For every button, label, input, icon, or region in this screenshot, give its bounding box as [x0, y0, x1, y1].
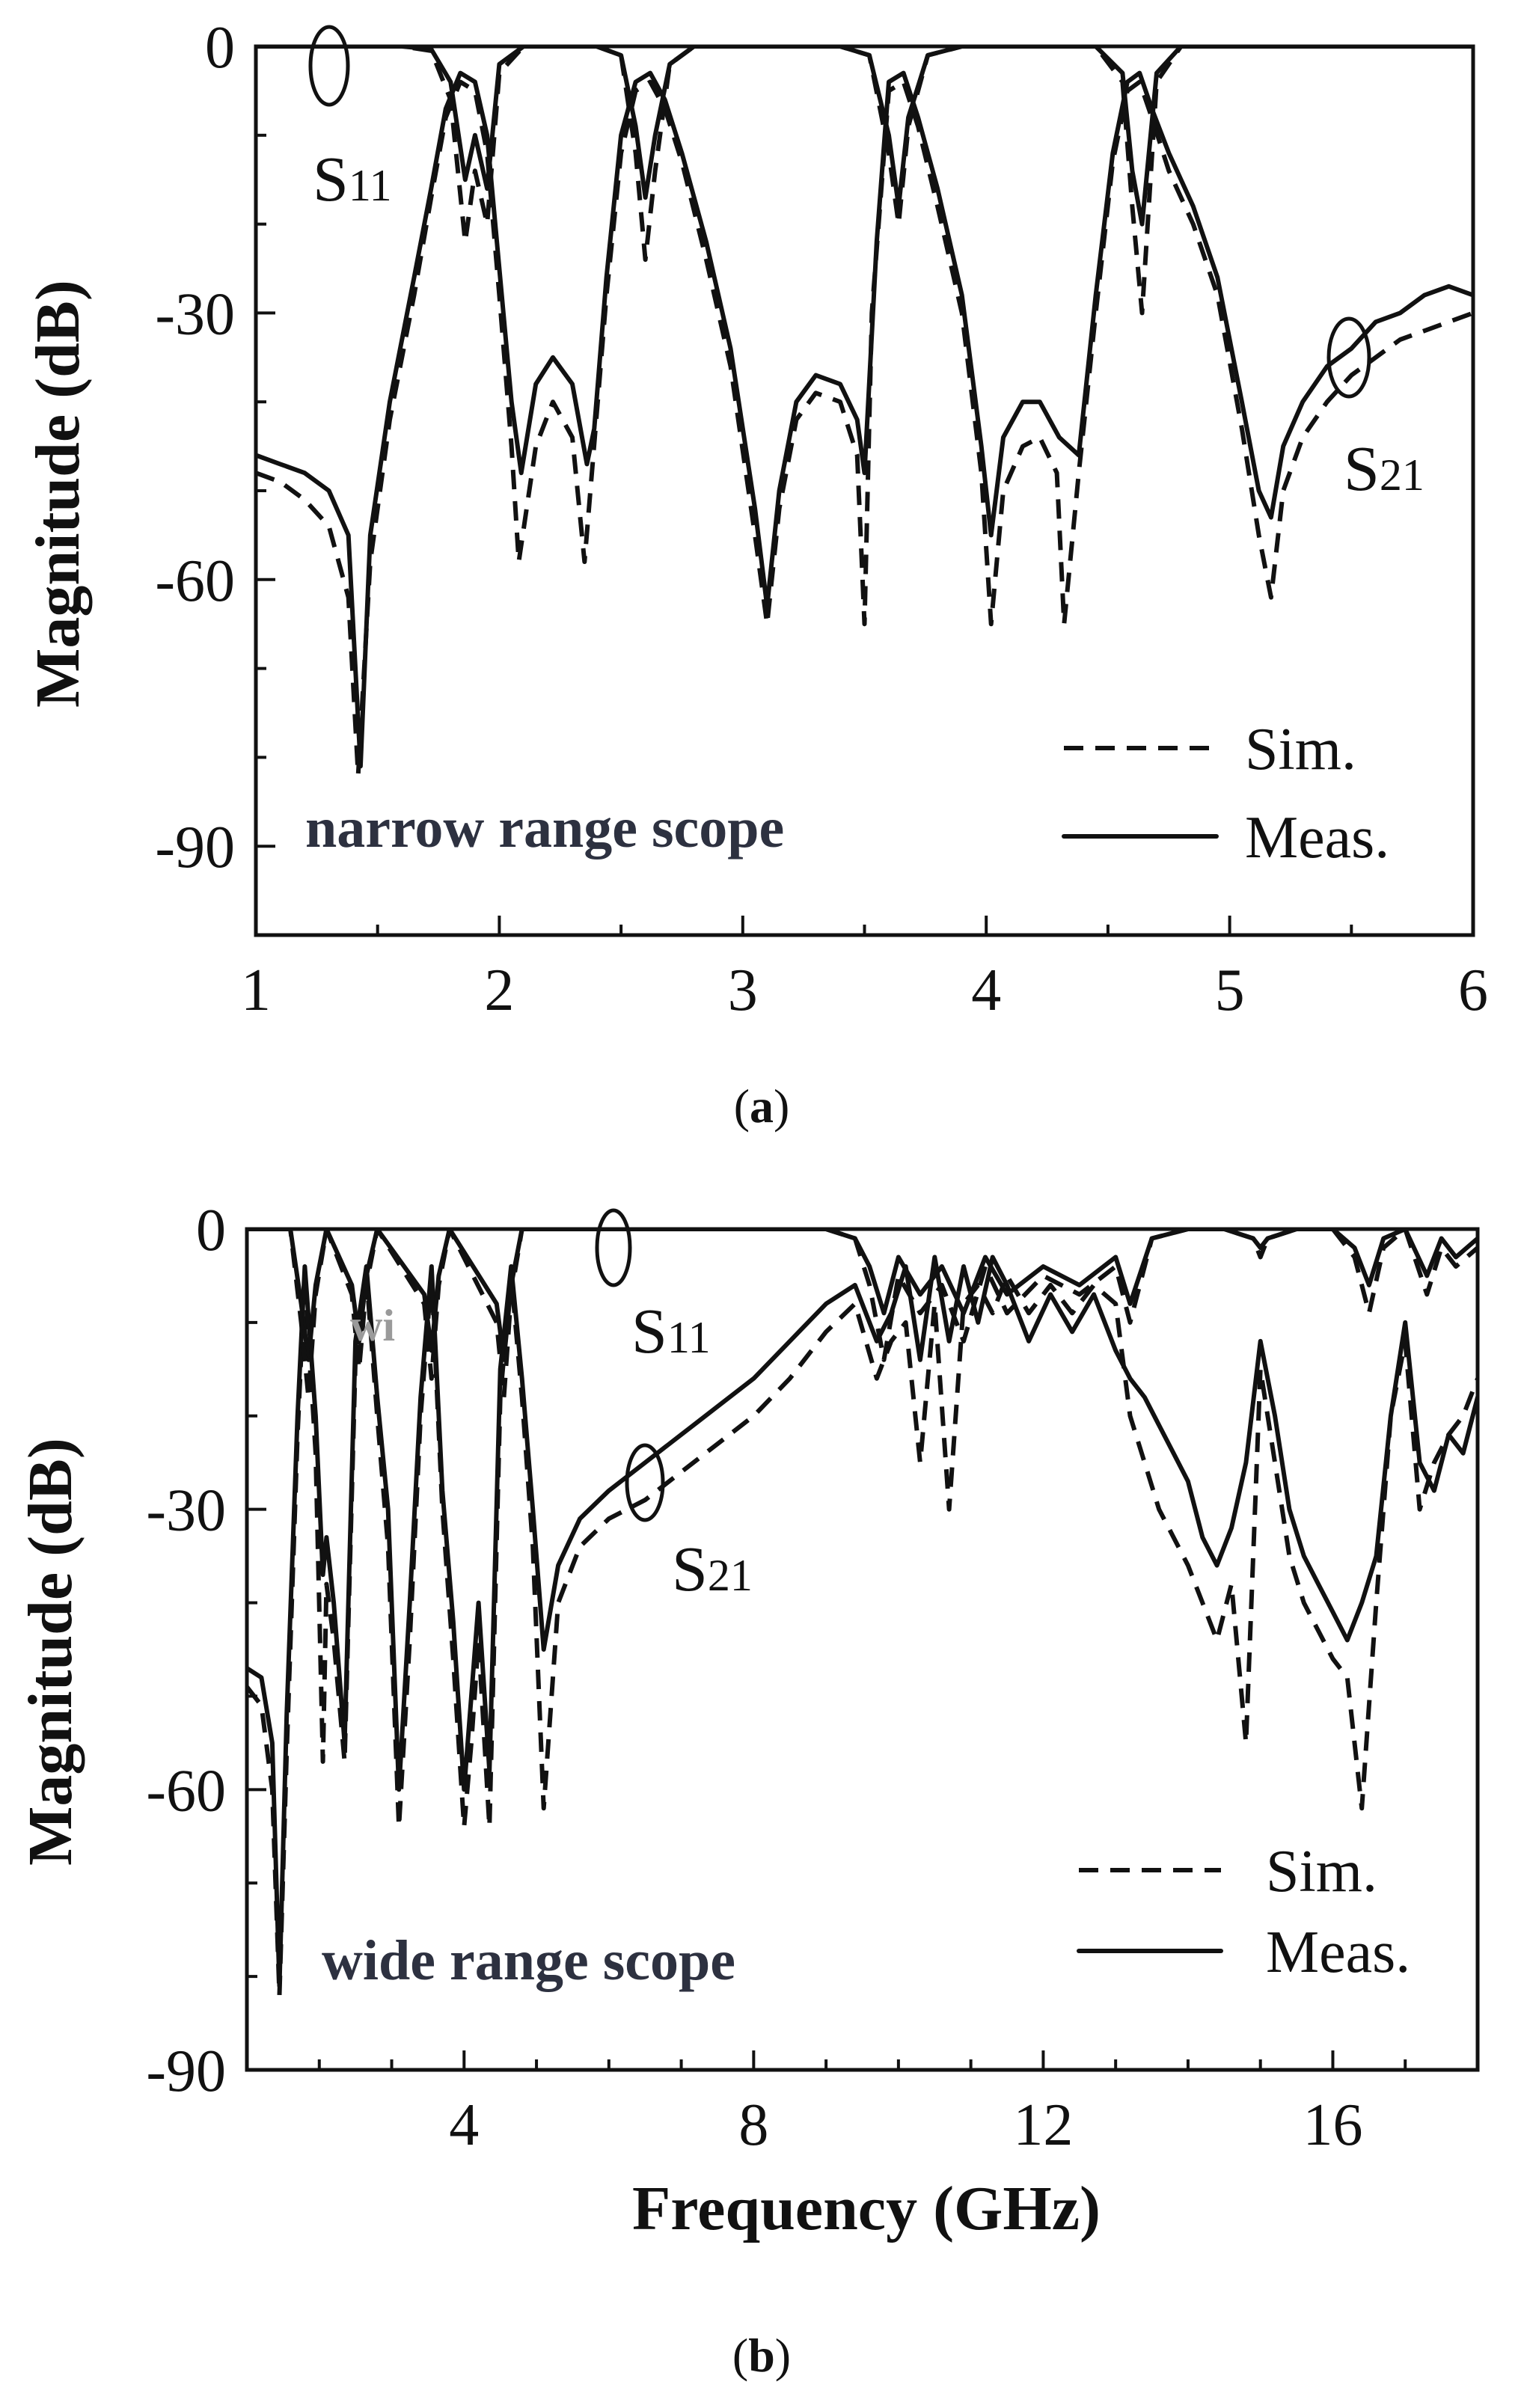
panel-b-chart: Magnitude (dB) Frequency (GHz) 4 8 12 16 0 -3…: [16, 1198, 1480, 2382]
panel-b-s21-marker: [625, 1443, 665, 1522]
panel-a-x-tick-label: 3: [728, 958, 758, 1023]
panel-b-ticks: 4 8 12 16 0 -30 -60 -90: [146, 1198, 1479, 2158]
panel-a-label: (a): [734, 1079, 790, 1133]
panel-a-series-s21-meas: [256, 70, 1473, 769]
panel-a-series-s11-meas: [256, 46, 1473, 227]
panel-a-legend-sim-label: Sim.: [1245, 717, 1356, 782]
panel-a-legend-meas-label: Meas.: [1245, 805, 1389, 871]
panel-b-s21-label: S21: [672, 1533, 753, 1605]
panel-b-x-tick-label: 8: [738, 2092, 768, 2158]
panel-b-s11-label: S11: [631, 1295, 711, 1367]
panel-b-y-axis-title: Magnitude (dB): [16, 1438, 85, 1866]
panel-b-y-tick-label: -60: [146, 1758, 226, 1824]
panel-a-s11-marker: [308, 25, 350, 107]
panel-a-series-s21-sim: [256, 79, 1473, 778]
panel-b-plot-area: [247, 1229, 1478, 1998]
panel-a-y-tick-label: -90: [155, 815, 235, 880]
panel-a-chart: Magnitude (dB) 1 2 3 4 5 60-30-60-90 S11 S21 …: [23, 15, 1488, 1133]
panel-a-s21-label: S21: [1344, 432, 1424, 504]
panel-b-s11-marker: [595, 1208, 632, 1287]
panel-a-y-axis-title: Magnitude (dB): [23, 280, 93, 708]
panel-a-series-s11-sim: [256, 46, 1473, 316]
panel-a-x-tick-label: 1: [241, 958, 271, 1023]
panel-a-x-tick-label: 6: [1458, 958, 1488, 1023]
panel-b-y-tick-label: -30: [146, 1478, 226, 1544]
panel-b-x-tick-label: 12: [1013, 2092, 1073, 2158]
panel-a-scope-annotation: narrow range scope: [305, 797, 784, 860]
panel-a-x-tick-label: 2: [484, 958, 514, 1023]
panel-a-frame: [254, 44, 1475, 937]
panel-a-s21-marker: [1326, 316, 1371, 399]
panel-b-y-tick-label: 0: [196, 1198, 226, 1263]
panel-a-x-tick-label: 5: [1215, 958, 1245, 1023]
panel-b-scope-annotation: wide range scope: [322, 1929, 735, 1992]
panel-b-x-tick-label: 4: [449, 2092, 479, 2158]
panel-b-x-tick-label: 16: [1303, 2092, 1362, 2158]
panel-b-legend-sim-label: Sim.: [1266, 1839, 1377, 1905]
panel-b-x-axis-title: Frequency (GHz): [632, 2174, 1101, 2243]
panel-a-ticks: 1 2 3 4 5 6 0 -30 -60 -90: [155, 15, 1488, 1023]
panel-a-s11-label: S11: [313, 143, 392, 215]
panel-b-y-tick-label: -90: [146, 2038, 226, 2104]
panel-a-y-tick-label: -30: [155, 281, 235, 347]
panel-b-series-s11-sim: [247, 1229, 1478, 1400]
panel-b-frame: [245, 1227, 1480, 2072]
panel-a-plot-area: [256, 46, 1473, 778]
panel-b-label: (b): [732, 2329, 791, 2382]
panel-b-faint-text: wi: [350, 1301, 395, 1350]
panel-a-x-tick-label: 4: [971, 958, 1001, 1023]
panel-b-legend-meas-label: Meas.: [1266, 1920, 1410, 1985]
panel-a-y-tick-label: -60: [155, 548, 235, 614]
panel-a-y-tick-label: 0: [205, 15, 235, 81]
